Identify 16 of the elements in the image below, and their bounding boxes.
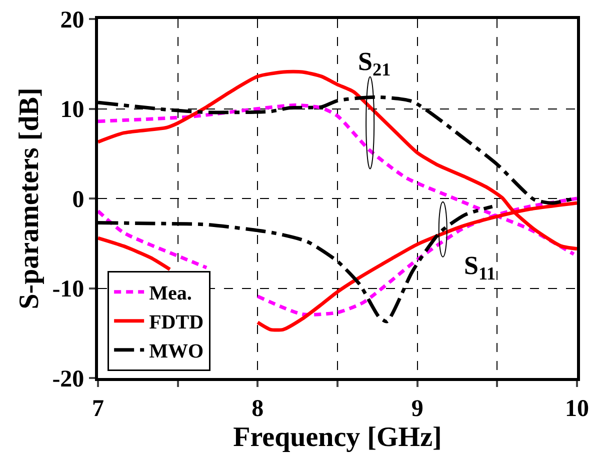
y-tick-label: -20 xyxy=(52,366,84,392)
x-tick-label: 7 xyxy=(92,396,104,422)
legend-label: MWO xyxy=(149,340,204,363)
y-tick-label: 10 xyxy=(60,97,84,124)
x-axis-title: Frequency [GHz] xyxy=(233,422,442,453)
y-tick-label: -10 xyxy=(52,276,84,303)
y-tick-label: 20 xyxy=(60,7,84,34)
y-axis-title: S-parameters [dB] xyxy=(14,88,45,310)
legend-label: FDTD xyxy=(149,312,204,334)
x-tick-label: 8 xyxy=(252,396,264,422)
legend-label: Mea. xyxy=(149,282,192,305)
annotation: S$_{21}$ xyxy=(358,47,391,80)
x-tick-label: 9 xyxy=(411,396,424,422)
annotation: S$_{11}$ xyxy=(464,251,496,284)
x-tick-label: 10 xyxy=(565,396,589,422)
y-tick-label: 0 xyxy=(72,186,84,213)
